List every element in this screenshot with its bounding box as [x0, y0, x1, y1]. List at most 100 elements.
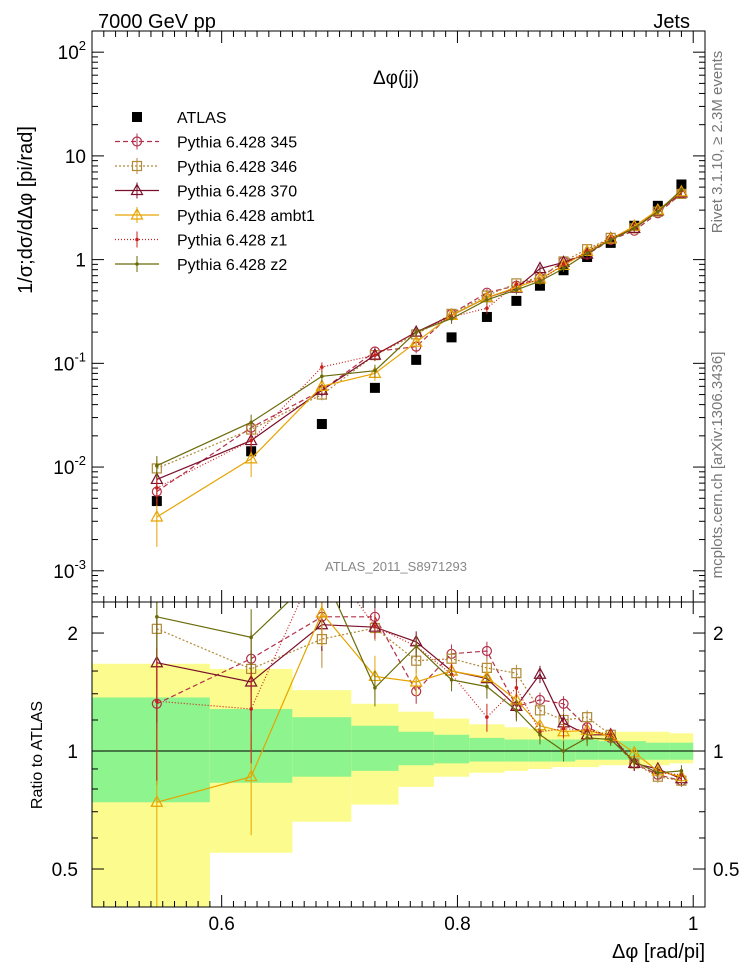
ratio-y-ticks: 0.5 0.5 1 1 2 2 [52, 616, 739, 881]
main-y-tick-label: 102 [58, 38, 86, 64]
main-series-pythia-6-428-z2 [155, 188, 684, 479]
main-point [320, 365, 324, 369]
ratio-point [679, 769, 684, 773]
main-point [373, 353, 377, 357]
main-point [679, 188, 684, 192]
main-point [561, 262, 566, 267]
main-point [150, 509, 164, 522]
x-tick-label: 1 [688, 914, 699, 935]
ratio-point [409, 674, 423, 687]
main-y-tick-label: 10 [65, 147, 86, 168]
main-point [632, 226, 637, 231]
stat-uncertainty-band [469, 737, 505, 762]
main-line-pythia-6-428-z1 [156, 190, 682, 489]
legend-entry-pythia-6-428-z1: Pythia 6.428 z1 [115, 231, 287, 250]
legend-marker [131, 160, 143, 172]
legend-entry-pythia-6-428-z2: Pythia 6.428 z2 [115, 256, 287, 274]
main-point [315, 379, 329, 391]
legend-label: Pythia 6.428 z2 [177, 257, 287, 274]
main-point [511, 295, 522, 306]
ratio-y-tick-label-right: 0.5 [713, 860, 739, 881]
main-point [411, 354, 422, 365]
stat-uncertainty-band [575, 739, 599, 760]
ratio-series-pythia-6-428-z2 [155, 602, 684, 779]
main-point [244, 451, 258, 464]
main-point [561, 266, 566, 271]
main-point [514, 288, 519, 292]
main-point [155, 486, 159, 490]
main-point [369, 382, 380, 393]
main-series-group [150, 179, 688, 547]
stat-uncertainty-band [351, 725, 399, 771]
ratio-point [608, 737, 613, 742]
ratio-series-group [150, 602, 688, 907]
ratio-point [449, 677, 454, 682]
main-point [373, 368, 377, 373]
legend-label: Pythia 6.428 z1 [177, 233, 287, 250]
legend-entry-pythia-6-428-ambt1: Pythia 6.428 ambt1 [115, 207, 315, 225]
rivet-label: Rivet 3.1.10, ≥ 2.3M events [709, 51, 726, 234]
ratio-uncertainty-bands [92, 663, 694, 907]
main-y-ticks: 10-3 10-2 10-1 1 10 102 [53, 38, 705, 603]
ratio-point [656, 770, 660, 775]
legend-marker [130, 183, 144, 196]
stat-uncertainty-band [292, 717, 352, 777]
ratio-point [155, 615, 159, 619]
analysis-label: ATLAS_2011_S8971293 [325, 559, 467, 574]
tick-exponent: -2 [74, 453, 86, 468]
main-point [249, 420, 253, 425]
ratio-point [249, 635, 253, 640]
legend-label: ATLAS [177, 110, 227, 127]
legend-entry-pythia-6-428-370: Pythia 6.428 370 [115, 182, 297, 201]
ratio-point [485, 715, 489, 719]
legend-label: Pythia 6.428 346 [177, 159, 297, 176]
ratio-y-tick-label-right: 2 [713, 624, 724, 645]
ratio-point [249, 707, 253, 711]
ratio-point [585, 736, 589, 740]
ratio-y-axis-label: Ratio to ATLAS [29, 701, 46, 809]
main-y-tick-label: 10-2 [53, 453, 86, 479]
main-point [446, 332, 457, 343]
tick-exponent: 2 [79, 38, 86, 53]
main-point [481, 311, 492, 322]
stat-uncertainty-band [398, 731, 434, 766]
mcplots-label: mcplots.cern.ch [arXiv:1306.3436] [709, 352, 726, 579]
ratio-point [632, 759, 637, 764]
legend-entry-pythia-6-428-346: Pythia 6.428 346 [115, 158, 297, 176]
ratio-point [514, 708, 519, 713]
ratio-point [414, 644, 418, 649]
ratio-point [315, 605, 329, 618]
x-tick-label: 0.8 [444, 914, 470, 935]
ratio-point [481, 645, 493, 657]
ratio-point [150, 795, 164, 807]
stat-uncertainty-band [433, 734, 470, 764]
ratio-point [514, 685, 519, 690]
main-point [585, 251, 589, 256]
main-point [485, 306, 489, 311]
main-point [538, 279, 542, 283]
ratio-point [582, 712, 593, 723]
legend-entry-atlas: ATLAS [132, 110, 227, 127]
ratio-point [373, 685, 377, 690]
x-tick-label: 0.6 [208, 914, 234, 935]
main-point [249, 438, 253, 443]
main-y-tick-label: 10-1 [53, 349, 86, 375]
main-point [608, 238, 613, 242]
ratio-point [561, 726, 566, 731]
legend-marker [132, 112, 142, 122]
ratio-y-tick-label: 2 [67, 624, 78, 645]
main-y-axis-label: 1/σ;dσ/dΔφ [pi/rad] [15, 126, 37, 294]
main-point [674, 184, 688, 197]
ratio-point [534, 705, 546, 716]
legend-label: Pythia 6.428 345 [177, 135, 297, 152]
ratio-y-tick-label: 1 [67, 742, 78, 763]
main-point [320, 374, 324, 379]
ratio-point [538, 733, 542, 737]
legend-label: Pythia 6.428 370 [177, 184, 297, 201]
ratio-point [373, 624, 377, 629]
ratio-point [533, 666, 547, 679]
header-right: Jets [653, 11, 690, 33]
ratio-point [244, 769, 258, 782]
header-left: 7000 GeV pp [98, 11, 216, 33]
